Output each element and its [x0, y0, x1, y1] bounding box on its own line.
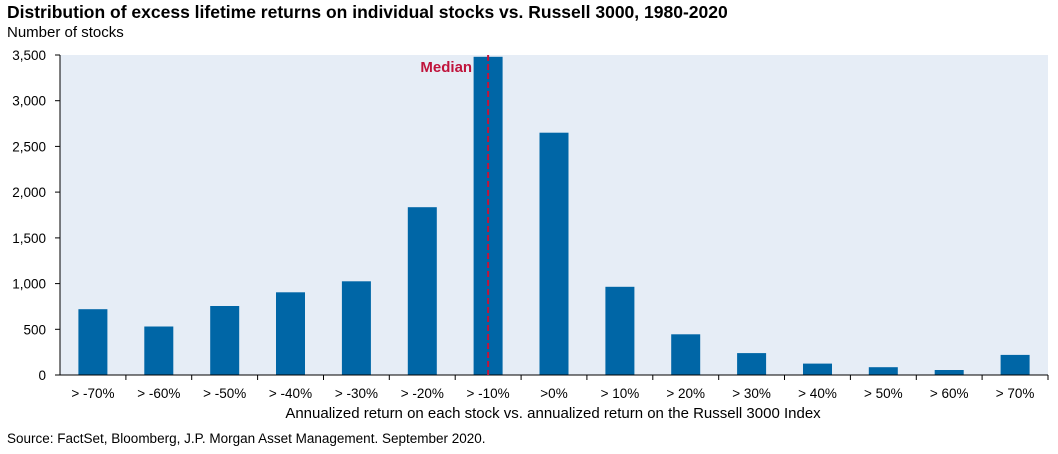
bar	[276, 292, 305, 375]
x-tick-label: > 60%	[930, 386, 969, 401]
y-tick-label: 3,500	[12, 48, 46, 63]
x-tick-label: > -30%	[335, 386, 378, 401]
bar	[671, 334, 701, 375]
x-tick-label: > 50%	[864, 386, 903, 401]
bar	[803, 363, 832, 375]
x-tick-label: > 30%	[732, 386, 771, 401]
chart-title: Distribution of excess lifetime returns …	[7, 2, 728, 22]
x-tick-label: > -70%	[71, 386, 114, 401]
x-tick-label: > -50%	[203, 386, 246, 401]
x-tick-label: > 40%	[798, 386, 837, 401]
y-tick-label: 1,500	[12, 231, 46, 246]
bar	[341, 281, 371, 375]
x-tick-label: >0%	[540, 386, 567, 401]
x-tick-label: > 20%	[666, 386, 705, 401]
bar	[605, 286, 635, 375]
bar	[1000, 354, 1030, 375]
bar	[210, 306, 240, 375]
y-tick-label: 2,000	[12, 185, 46, 200]
bar	[737, 353, 767, 375]
bar	[934, 370, 964, 375]
bar	[539, 132, 569, 375]
y-tick-label: 0	[38, 368, 46, 383]
x-tick-label: > 10%	[601, 386, 640, 401]
x-axis-label: Annualized return on each stock vs. annu…	[285, 405, 821, 422]
y-axis-label: Number of stocks	[7, 24, 124, 41]
x-tick-label: > -10%	[467, 386, 510, 401]
x-tick-label: > -40%	[269, 386, 312, 401]
y-tick-label: 2,500	[12, 139, 46, 154]
y-tick-label: 3,000	[12, 94, 46, 109]
y-tick-label: 1,000	[12, 277, 46, 292]
median-label: Median	[420, 59, 472, 76]
bar	[78, 309, 108, 375]
bar	[144, 326, 174, 375]
y-tick-label: 500	[23, 322, 46, 337]
source-note: Source: FactSet, Bloomberg, J.P. Morgan …	[7, 431, 486, 446]
bar	[868, 367, 898, 375]
x-tick-label: > -60%	[137, 386, 180, 401]
x-tick-label: > 70%	[996, 386, 1035, 401]
x-tick-label: > -20%	[401, 386, 444, 401]
bar	[407, 207, 437, 375]
